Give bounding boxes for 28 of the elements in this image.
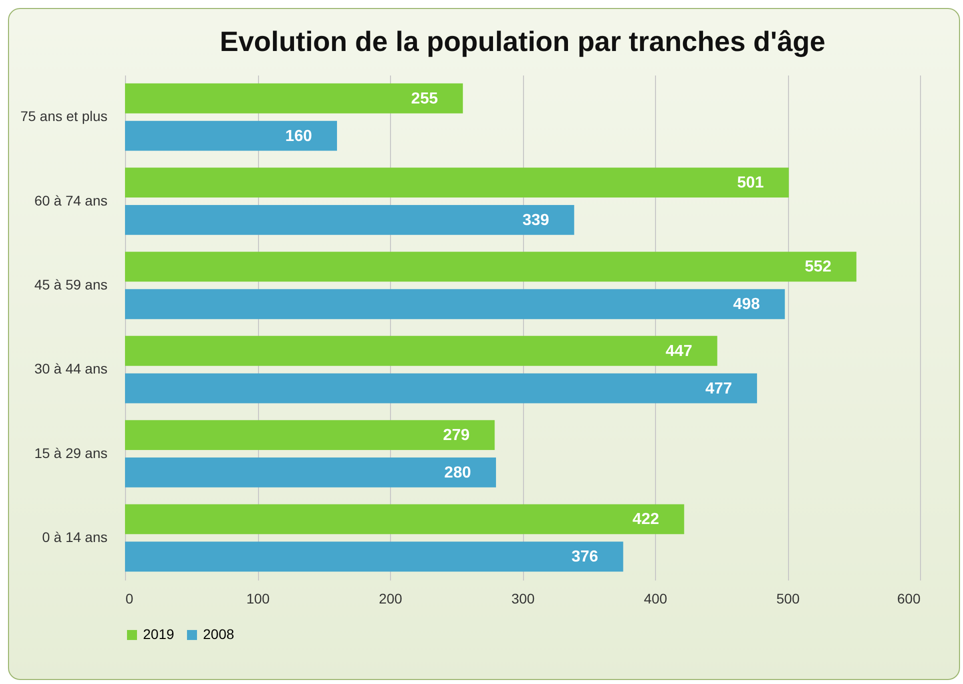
y-tick-label: 60 à 74 ans bbox=[34, 192, 108, 208]
legend-label: 2019 bbox=[143, 626, 174, 642]
data-label: 477 bbox=[705, 380, 732, 398]
x-tick-label: 300 bbox=[511, 590, 535, 606]
data-label: 280 bbox=[444, 464, 472, 482]
data-label: 447 bbox=[666, 342, 692, 360]
x-tick-label: 600 bbox=[897, 590, 921, 606]
data-label: 160 bbox=[285, 128, 312, 145]
data-label: 279 bbox=[442, 427, 470, 444]
x-tick-label: 0 bbox=[126, 590, 134, 606]
data-label: 501 bbox=[737, 174, 764, 192]
y-tick-label: 75 ans et plus bbox=[20, 108, 108, 124]
x-tick-label: 200 bbox=[378, 590, 402, 606]
data-label: 498 bbox=[733, 296, 760, 314]
data-label: 422 bbox=[632, 511, 660, 528]
y-tick-label: 45 à 59 ans bbox=[34, 276, 108, 292]
data-label: 255 bbox=[411, 90, 438, 108]
legend-label: 2008 bbox=[203, 626, 234, 642]
x-tick-label: 100 bbox=[246, 590, 270, 606]
y-tick-label: 0 à 14 ans bbox=[42, 528, 108, 545]
y-tick-label: 30 à 44 ans bbox=[34, 360, 108, 377]
chart-title: Evolution de la population par tranches d'âge bbox=[220, 26, 826, 57]
y-tick-label: 15 à 29 ans bbox=[34, 444, 108, 461]
x-tick-label: 500 bbox=[776, 590, 800, 606]
data-label: 339 bbox=[522, 212, 550, 229]
data-label: 552 bbox=[804, 258, 832, 276]
x-tick-label: 400 bbox=[644, 590, 668, 606]
data-label: 376 bbox=[571, 548, 598, 566]
